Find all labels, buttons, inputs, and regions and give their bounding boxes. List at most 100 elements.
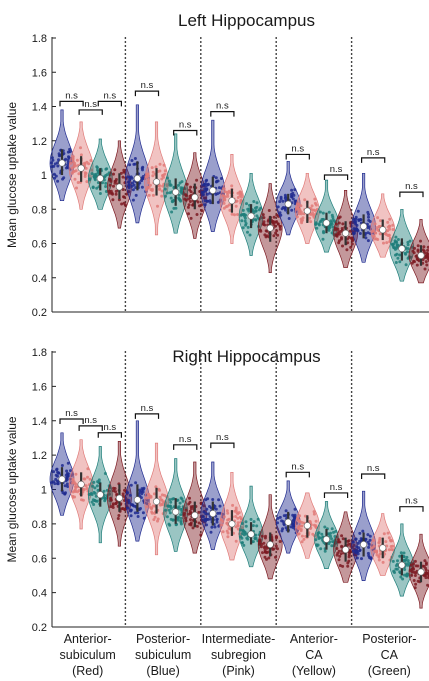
group-4: n.s n.s [275,143,358,268]
data-point [314,203,318,207]
data-point [74,485,78,489]
significance-bracket: n.s [323,164,349,180]
data-point [313,197,317,201]
data-point [291,523,295,527]
data-point [114,179,118,183]
data-point [98,192,102,195]
data-point [290,208,294,212]
x-category-label: Intermediate- [202,632,276,646]
data-point [133,157,137,160]
data-point [426,245,429,249]
data-point [206,512,210,516]
median-marker [379,226,387,234]
data-point [149,494,153,498]
data-point [165,176,169,180]
data-point [276,233,280,237]
data-point [335,234,339,238]
data-point [121,175,125,179]
data-point [411,249,415,253]
data-point [236,516,240,520]
data-point [355,550,358,554]
data-point [64,491,67,495]
median-marker [58,159,66,167]
data-point [348,229,352,233]
data-point [240,541,244,545]
data-point [237,511,241,515]
data-point [297,519,301,523]
data-point [374,231,378,235]
data-point [303,198,307,202]
data-point [184,519,188,523]
data-point [352,231,356,235]
data-point [191,505,195,508]
data-point [189,518,192,522]
data-point [74,472,78,476]
data-point [272,547,276,551]
data-point [382,532,386,536]
data-point [178,501,182,505]
y-tick-label: 0.8 [32,519,47,531]
data-point [91,484,95,488]
y-tick-label: 1.4 [32,102,47,114]
data-point [148,183,152,187]
data-point [61,177,65,181]
data-point [396,256,400,260]
median-marker [398,561,406,569]
data-point [85,180,89,184]
data-point [91,185,95,189]
data-point [128,493,132,497]
data-point [158,188,161,191]
data-point [202,504,206,508]
data-point [246,537,250,541]
data-point [92,480,96,484]
data-point [210,525,214,529]
median-marker [247,530,255,538]
data-point [88,477,92,481]
data-point [127,501,131,505]
data-point [359,218,363,221]
data-point [111,192,114,196]
data-point [202,518,206,522]
data-point [122,201,126,205]
data-point [151,174,155,178]
significance-label: n.s [65,90,78,101]
data-point [159,498,163,502]
data-point [353,220,356,224]
data-point [121,492,125,496]
median-marker [228,520,236,528]
data-point [234,204,238,208]
data-point [140,487,144,491]
data-point [275,229,279,233]
data-point [104,181,108,185]
group-2: n.s n.s [125,80,208,239]
data-point [276,547,279,551]
significance-label: n.s [216,101,229,112]
data-point [240,526,244,530]
data-point [239,528,243,532]
data-point [263,233,267,237]
data-point [73,177,77,181]
data-point [300,219,303,223]
data-point [63,484,67,488]
data-points [69,146,93,190]
data-point [131,198,135,202]
data-point [113,487,117,490]
median-marker [303,207,311,215]
panel-1: Left Hippocampus Mean glucose uptake valu… [5,11,429,319]
data-point [395,567,399,571]
data-point [341,222,345,226]
data-point [68,147,72,151]
data-point [254,209,258,213]
data-point [426,248,429,252]
data-point [145,188,149,192]
data-point [158,184,162,188]
data-point [116,517,120,520]
data-point [346,539,350,543]
data-point [189,185,193,189]
y-tick-label: 0.2 [32,307,47,319]
data-point [226,194,230,198]
data-point [64,473,68,477]
significance-label: n.s [367,463,380,474]
data-point [312,512,316,516]
data-point [103,496,107,500]
